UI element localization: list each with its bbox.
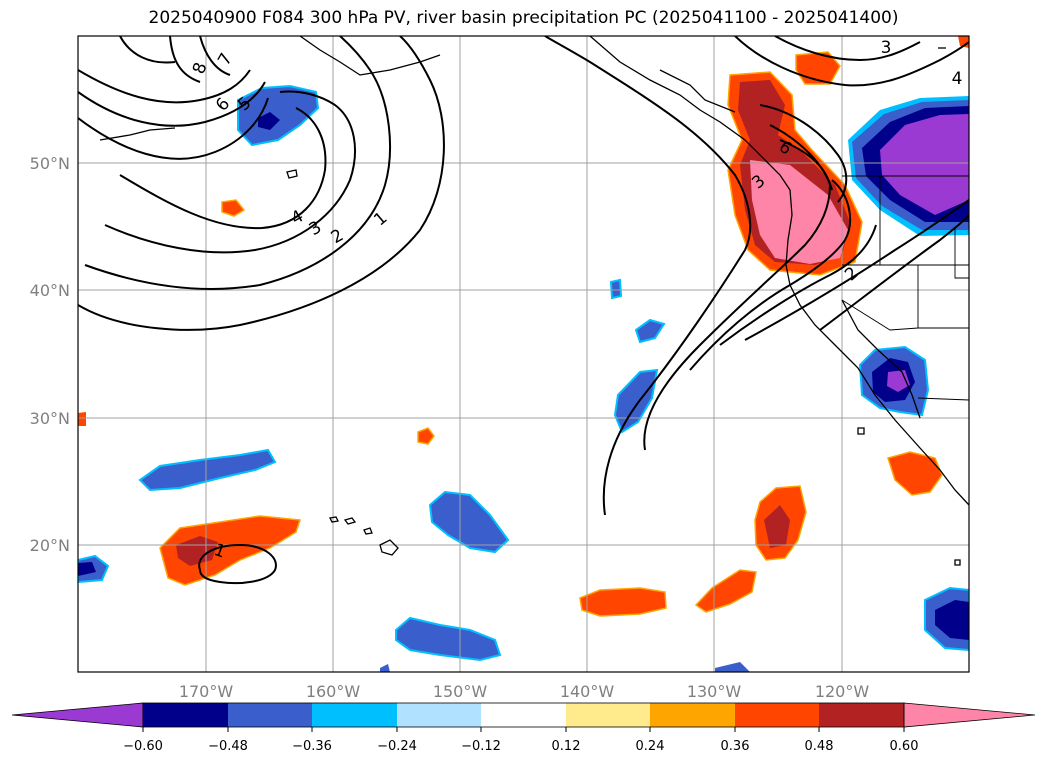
lat-tick-50n: 50°N	[30, 154, 70, 173]
pv-label-3-north: 3	[881, 38, 892, 58]
colorbar-extend-high	[903, 702, 1036, 728]
colorbar-bin	[312, 703, 397, 727]
lon-tick-130w: 130°W	[687, 682, 742, 701]
pv-label-3: 3	[306, 217, 325, 240]
pv-label-4-north: 4	[952, 69, 963, 89]
colorbar-tick: −0.60	[123, 739, 163, 754]
colorbar-tick: 0.24	[636, 739, 665, 754]
colorbar-tick: 0.36	[721, 739, 750, 754]
colorbar-bin	[735, 703, 819, 727]
lon-tick-140w: 140°W	[560, 682, 615, 701]
map-title: 2025040900 F084 300 hPa PV, river basin …	[148, 8, 899, 28]
colorbar-tick: −0.12	[461, 739, 501, 754]
lon-tick-150w: 150°W	[433, 682, 488, 701]
pv-contours	[78, 36, 969, 585]
pv-label-8: 8	[189, 60, 211, 77]
lat-axis-labels: 50°N 40°N 30°N 20°N	[30, 154, 70, 555]
colorbar-tick: −0.24	[377, 739, 417, 754]
colorbar-extend-low	[11, 702, 144, 728]
precip-shading	[78, 36, 969, 672]
colorbar-bin	[819, 703, 904, 727]
lat-tick-40n: 40°N	[30, 281, 70, 300]
lat-tick-20n: 20°N	[30, 536, 70, 555]
colorbar-tick: 0.60	[890, 739, 919, 754]
pv-label-7: 7	[214, 50, 237, 69]
lon-axis-labels: 170°W 160°W 150°W 140°W 130°W 120°W	[179, 682, 870, 701]
colorbar-bin	[397, 703, 481, 727]
lat-tick-30n: 30°N	[30, 409, 70, 428]
map-plot-area: 8 7 6 5 4 3 2 1 6 3 2 1 3 4	[78, 36, 969, 672]
graticule	[78, 36, 969, 672]
colorbar-bin	[143, 703, 228, 727]
lon-tick-160w: 160°W	[306, 682, 361, 701]
pv-label-1: 1	[370, 208, 391, 230]
colorbar-bin	[481, 703, 566, 727]
colorbar: −0.60 −0.48 −0.36 −0.24 −0.12 0.12 0.24 …	[11, 702, 1036, 754]
map-frame	[77, 35, 970, 673]
colorbar-tick: 0.48	[805, 739, 834, 754]
colorbar-bin	[228, 703, 312, 727]
colorbar-bin	[650, 703, 735, 727]
colorbar-tick: −0.48	[208, 739, 248, 754]
coastlines	[99, 36, 969, 566]
colorbar-bin	[566, 703, 650, 727]
colorbar-tick: 0.12	[552, 739, 581, 754]
lon-tick-170w: 170°W	[179, 682, 234, 701]
lon-tick-120w: 120°W	[815, 682, 870, 701]
colorbar-tick: −0.36	[292, 739, 332, 754]
